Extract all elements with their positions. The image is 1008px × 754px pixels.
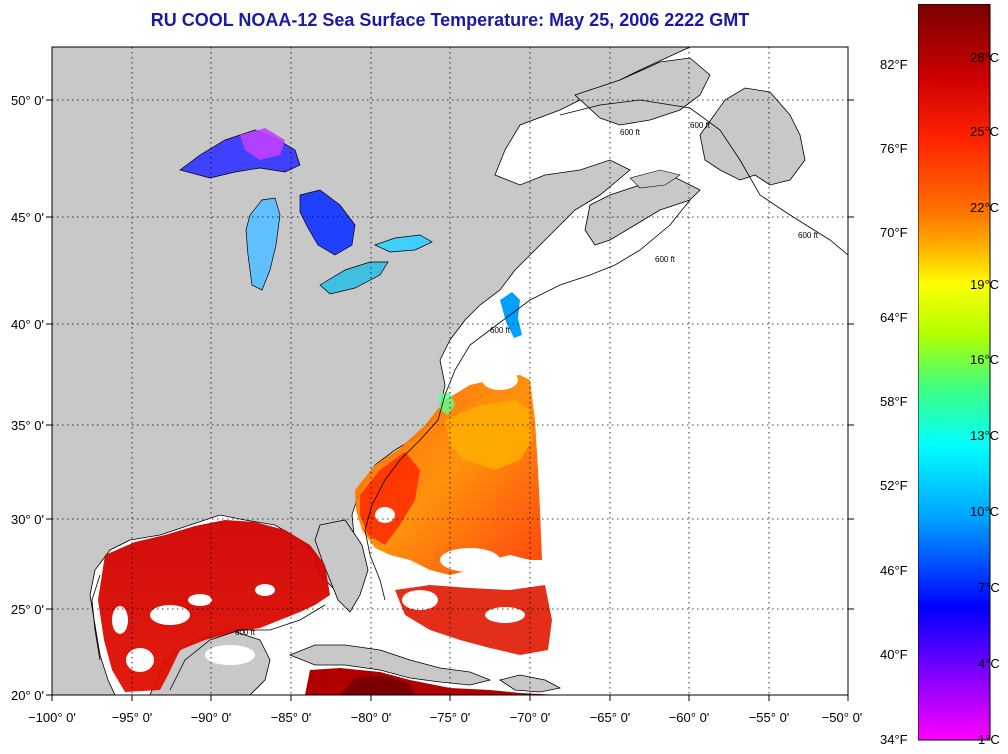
lat-tick-label: 40° 0' (11, 317, 44, 332)
lat-tick-label: 25° 0' (11, 602, 44, 617)
colorbar-f-label: 34°F (880, 732, 908, 747)
sst-atlantic-yellow-band (445, 400, 532, 470)
gulf-cloud-gaps (112, 584, 275, 672)
lat-tick-label: 35° 0' (11, 418, 44, 433)
lat-tick-label: 30° 0' (11, 512, 44, 527)
colorbar-c-label: 4°C (978, 656, 1000, 671)
atlantic-cloud-gaps (375, 370, 525, 623)
lat-tick-label: 45° 0' (11, 210, 44, 225)
colorbar-gradient (918, 4, 991, 741)
contour-label: 600 ft (655, 255, 676, 264)
land-newfoundland (699, 87, 806, 186)
sst-hatteras-cool (438, 392, 455, 415)
lon-tick-label: −75° 0' (430, 710, 471, 725)
sst-lake-huron (299, 189, 356, 256)
land-nova-scotia (584, 174, 701, 246)
colorbar-c-label: 16°C (970, 352, 1000, 367)
lon-tick-label: −100° 0' (28, 710, 76, 725)
sst-ny-bight (500, 292, 522, 338)
colorbar-f-label: 64°F (880, 310, 908, 325)
tick-marks (46, 99, 854, 701)
colorbar-c-label: 25°C (970, 124, 1000, 139)
colorbar-scale (918, 4, 991, 741)
land-labrador-newfoundland (574, 57, 711, 126)
colorbar-f-label: 40°F (880, 647, 908, 662)
contour-label: 600 ft (490, 326, 511, 335)
contour-label: 600 ft (620, 128, 641, 137)
colorbar-c-label: 22°C (970, 200, 1000, 215)
colorbar-f-label: 82°F (880, 57, 908, 72)
map-title: RU COOL NOAA-12 Sea Surface Temperature:… (150, 10, 750, 30)
land-pei (629, 169, 681, 189)
colorbar-c-label: 13°C (970, 428, 1000, 443)
colorbar-c-label: 10°C (970, 504, 1000, 519)
contour-label: 600 ft (235, 628, 256, 637)
land-florida (314, 519, 369, 613)
sst-lake-ontario (374, 234, 433, 253)
land-cuba (288, 644, 492, 686)
lon-tick-label: −65° 0' (590, 710, 631, 725)
sst-caribbean-warm (340, 676, 415, 695)
colorbar-f-label: 70°F (880, 225, 908, 240)
lat-tick-labels: 20° 0' 25° 0' 30° 0' 35° 0' 40° 0' 45° 0… (11, 93, 44, 703)
colorbar (918, 4, 992, 744)
lon-tick-label: −70° 0' (510, 710, 551, 725)
lon-tick-label: −50° 0' (822, 710, 863, 725)
lon-tick-label: −60° 0' (669, 710, 710, 725)
colorbar-f-label: 76°F (880, 141, 908, 156)
colorbar-c-label: 19°C (970, 277, 1000, 292)
lon-tick-labels: −100° 0' −95° 0' −90° 0' −85° 0' −80° 0'… (28, 710, 862, 725)
lon-tick-label: −85° 0' (271, 710, 312, 725)
sst-gulf-of-mexico (98, 520, 330, 692)
colorbar-f-label: 46°F (880, 563, 908, 578)
contour-label: 600 ft (798, 231, 819, 240)
sst-lake-erie (319, 261, 389, 295)
colorbar-c-label: 7°C (978, 580, 1000, 595)
colorbar-c-label: 28°C (970, 50, 1000, 65)
bathymetry-contour (91, 99, 848, 691)
sst-atlantic-warm-core (360, 452, 420, 545)
lat-tick-label: 50° 0' (11, 93, 44, 108)
colorbar-f-label: 58°F (880, 394, 908, 409)
lon-tick-label: −90° 0' (191, 710, 232, 725)
sst-lake-superior-purple (240, 128, 285, 160)
lon-tick-label: −95° 0' (112, 710, 153, 725)
map-grid (52, 47, 848, 695)
lon-tick-label: −80° 0' (351, 710, 392, 725)
lon-tick-label: −55° 0' (749, 710, 790, 725)
lat-tick-label: 20° 0' (11, 688, 44, 703)
colorbar-f-label: 52°F (880, 478, 908, 493)
contour-label: 600 ft (690, 121, 711, 130)
colorbar-c-label: 1°C (978, 732, 1000, 747)
sst-lake-michigan (245, 197, 281, 291)
